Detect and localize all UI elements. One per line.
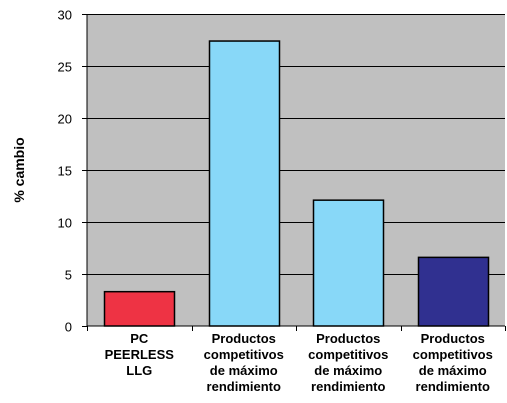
x-category-label-line: PEERLESS xyxy=(105,347,175,362)
x-category-label-line: de máximo xyxy=(314,363,382,378)
x-category-label-line: LLG xyxy=(126,363,152,378)
x-category-label-line: competitivos xyxy=(308,347,388,362)
y-tick-label: 15 xyxy=(58,164,72,179)
x-category-label-line: Productos xyxy=(212,331,276,346)
x-category-label-line: Productos xyxy=(421,331,485,346)
y-tick-label: 20 xyxy=(58,112,72,127)
y-tick-label: 25 xyxy=(58,60,72,75)
x-category-label: Productos competitivos de máximo rendimient… xyxy=(204,331,284,394)
bar xyxy=(312,199,385,327)
x-category-label-line: de máximo xyxy=(419,363,487,378)
x-category-label: Productos competitivos de máximo rendimient… xyxy=(308,331,388,394)
x-category-label-line: de máximo xyxy=(210,363,278,378)
x-category-label: PC PEERLESS LLG xyxy=(105,331,175,378)
y-tick-label: 30 xyxy=(58,8,72,23)
bars xyxy=(103,40,490,327)
y-axis-title: % cambio xyxy=(11,137,27,202)
x-category-label-line: competitivos xyxy=(413,347,493,362)
y-tick-label: 5 xyxy=(65,268,72,283)
bar xyxy=(417,256,490,327)
x-category-label-line: rendimiento xyxy=(207,379,281,394)
y-tick-label: 10 xyxy=(58,216,72,231)
x-category-label-line: competitivos xyxy=(204,347,284,362)
y-axis-ticks: 0 5 10 15 20 25 30 xyxy=(58,8,87,335)
bar xyxy=(103,290,176,327)
x-category-label-line: Productos xyxy=(316,331,380,346)
x-axis-ticks xyxy=(87,326,506,331)
x-category-label-line: rendimiento xyxy=(416,379,490,394)
y-tick-label: 0 xyxy=(65,320,72,335)
x-category-label: Productos competitivos de máximo rendimient… xyxy=(413,331,493,394)
x-category-label-line: PC xyxy=(130,331,149,346)
gridlines xyxy=(87,14,505,275)
x-category-label-line: rendimiento xyxy=(311,379,385,394)
bar xyxy=(208,40,281,327)
